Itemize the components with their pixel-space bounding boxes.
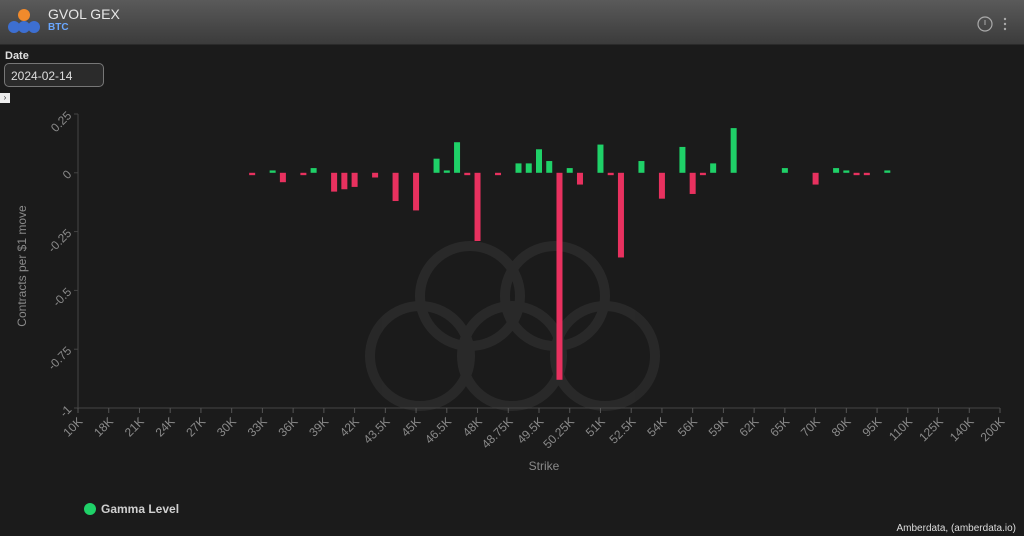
footer: Amberdata, (amberdata.io) [896,523,1016,534]
x-tick-label: 80K [829,414,854,439]
bar [607,172,614,176]
bar [781,168,788,173]
bar [617,172,624,258]
y-tick-label: -0.5 [50,285,75,310]
expand-toggle[interactable]: › [0,93,10,103]
x-tick-label: 33K [245,414,270,439]
date-input[interactable]: 2024-02-14 [4,63,104,87]
y-tick-label: -0.75 [45,343,74,372]
x-tick-label: 42K [337,414,362,439]
header: GVOL GEX BTC [0,0,1024,45]
date-label: Date [5,50,29,62]
bar [853,172,860,176]
bar [689,172,696,194]
bar [658,172,665,199]
legend-label: Gamma Level [101,502,179,516]
x-tick-label: 21K [122,414,147,439]
bar [536,149,542,173]
x-tick-label: 30K [214,414,239,439]
x-tick-label: 50.25K [540,414,577,451]
x-tick-label: 45K [398,414,423,439]
bar [310,168,317,173]
bar [279,172,286,183]
bar [474,172,481,242]
bar [597,144,604,173]
x-tick-label: 36K [275,414,300,439]
bar [710,163,717,173]
bar [249,172,256,176]
x-tick-label: 65K [767,414,792,439]
x-tick-label: 48.75K [479,414,516,451]
bar [843,170,850,173]
x-tick-label: 125K [916,414,946,444]
x-axis-label: Strike [529,459,560,473]
bar [454,142,461,173]
bar [576,172,583,185]
y-tick-label: -0.25 [45,226,74,255]
y-tick-label: 0 [60,167,75,182]
bar [884,170,891,173]
x-tick-label: 24K [153,414,178,439]
bar [413,172,420,211]
x-tick-label: 56K [675,414,700,439]
x-tick-label: 39K [306,414,331,439]
y-axis-label: Contracts per $1 move [15,205,29,327]
x-tick-label: 43.5K [361,414,393,446]
x-tick-label: 48K [460,414,485,439]
bar [525,163,532,173]
bar [351,172,358,187]
bar [546,161,553,173]
y-tick-label: 0.25 [48,108,75,135]
bar [863,172,870,176]
bar [699,172,706,176]
bar [556,172,563,380]
x-tick-label: 59K [706,414,731,439]
x-tick-label: 200K [978,414,1008,444]
bar [300,172,307,176]
x-tick-label: 95K [859,414,884,439]
chart: Strike Contracts per $1 move 0.25 0 -0.25 -… [15,108,1008,516]
bar [566,168,573,173]
bar [638,161,645,173]
x-tick-label: 70K [798,414,823,439]
x-tick-label: 52.5K [606,414,638,446]
x-tick-label: 140K [947,414,977,444]
bar [392,172,399,202]
x-tick-label: 62K [736,414,761,439]
bar [443,170,450,173]
bar [464,172,471,176]
bar [495,172,502,176]
bar [812,172,819,185]
x-tick-label: 46.5K [422,414,454,446]
x-tick-label: 110K [886,414,915,443]
bar [679,146,686,173]
subtitle: BTC [48,22,69,33]
logo [8,9,40,33]
legend-item[interactable]: Gamma Level [84,502,179,516]
bar [515,163,522,173]
legend-swatch [84,503,96,515]
title: GVOL GEX [48,6,120,22]
x-tick-label: 27K [183,414,208,439]
x-tick-label: 18K [91,414,116,439]
bar [833,168,840,173]
bar [730,128,737,173]
bar [372,172,379,178]
bar [341,172,348,190]
x-tick-label: 54K [644,414,669,439]
bar [331,172,338,192]
watermark [365,241,660,411]
bar [269,170,276,173]
bar [433,158,440,173]
x-tick-label: 51K [583,414,608,439]
header-icons[interactable] [975,14,1015,34]
